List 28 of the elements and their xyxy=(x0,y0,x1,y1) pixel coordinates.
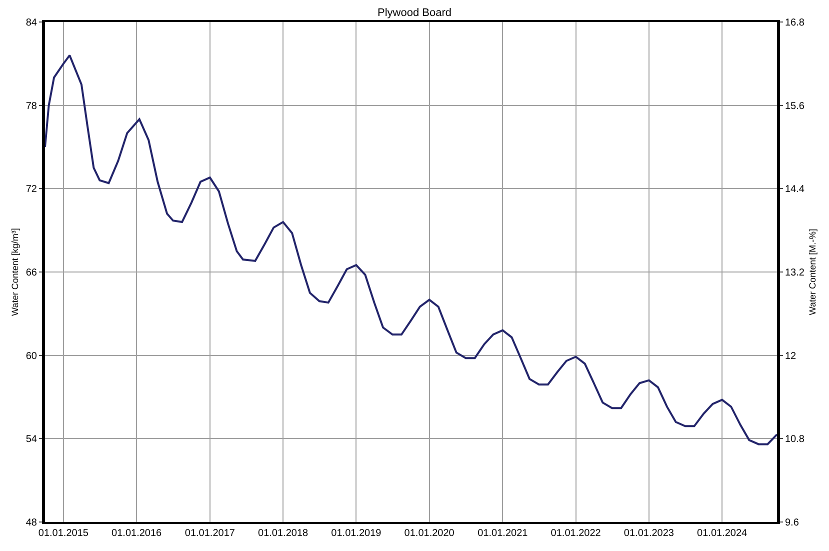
y-tick-label: 84 xyxy=(26,18,38,28)
y2-tick-label: 9.6 xyxy=(785,518,800,528)
x-tick-label: 01.01.2021 xyxy=(478,528,528,539)
x-tick-label: 01.01.2019 xyxy=(331,528,382,539)
y-tick-label: 66 xyxy=(26,268,38,278)
x-tick-label: 01.01.2020 xyxy=(404,528,455,539)
y2-tick-label: 14.4 xyxy=(785,184,805,196)
chart-title: Plywood Board xyxy=(378,6,452,19)
y-tick-label: 72 xyxy=(26,184,38,196)
y2-tick-label: 16.8 xyxy=(785,18,805,28)
y-tick-label: 78 xyxy=(26,100,38,112)
y2-tick-label: 15.6 xyxy=(785,100,805,112)
y2-tick-label: 12 xyxy=(785,350,797,362)
x-tick-label: 01.01.2023 xyxy=(624,528,674,539)
y-tick-label: 48 xyxy=(26,518,38,528)
x-tick-label: 01.01.2015 xyxy=(38,528,89,539)
x-tick-label: 01.01.2018 xyxy=(258,528,309,539)
y-tick-label: 60 xyxy=(26,350,38,362)
y-axis-title: Water Content [kg/m³] xyxy=(10,228,20,316)
x-tick-label: 01.01.2016 xyxy=(112,528,162,539)
y2-axis-title: Water Content [M.-%] xyxy=(808,228,818,316)
y-tick-label: 54 xyxy=(26,434,38,446)
x-tick-label: 01.01.2024 xyxy=(697,528,748,539)
line-series xyxy=(45,54,777,446)
y2-tick-label: 10.8 xyxy=(785,434,805,446)
y2-tick-label: 13.2 xyxy=(785,268,805,278)
x-tick-label: 01.01.2022 xyxy=(550,528,602,539)
x-tick-label: 01.01.2017 xyxy=(184,528,236,539)
